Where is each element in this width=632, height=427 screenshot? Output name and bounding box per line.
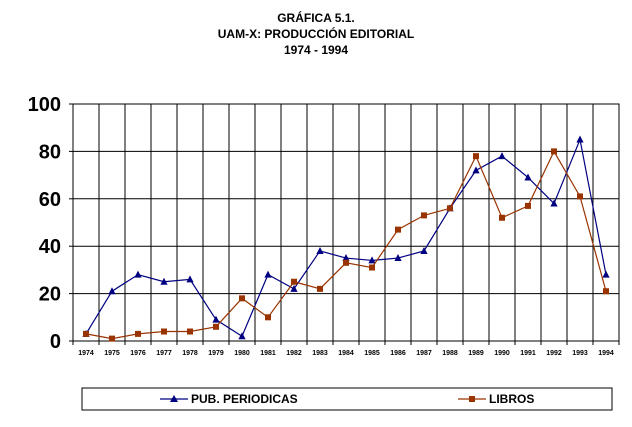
x-tick-label: 1983 bbox=[312, 350, 328, 357]
data-point-pub-periodicas bbox=[186, 275, 194, 283]
data-point-pub-periodicas bbox=[524, 173, 532, 181]
chart-title: GRÁFICA 5.1. bbox=[277, 10, 355, 25]
x-tick-label: 1986 bbox=[390, 350, 406, 357]
x-tick-label: 1975 bbox=[104, 350, 120, 357]
data-point-pub-periodicas bbox=[160, 277, 168, 285]
data-point-pub-periodicas bbox=[550, 199, 558, 207]
chart-subtitle: UAM-X: PRODUCCIÓN EDITORIAL bbox=[218, 26, 414, 41]
y-tick-label: 20 bbox=[39, 284, 61, 306]
x-tick-label: 1974 bbox=[78, 350, 94, 357]
x-tick-label: 1990 bbox=[494, 350, 510, 357]
x-tick-label: 1985 bbox=[364, 350, 380, 357]
y-axis-ticks: 0 20 40 60 80 100 bbox=[28, 94, 61, 353]
data-point-libros bbox=[577, 193, 583, 200]
legend-label-pub-periodicas: PUB. PERIODICAS bbox=[191, 392, 298, 406]
data-point-libros bbox=[421, 212, 427, 219]
data-point-libros bbox=[369, 264, 375, 271]
x-tick-label: 1992 bbox=[546, 350, 562, 357]
x-tick-label: 1989 bbox=[468, 350, 484, 357]
y-tick-label: 40 bbox=[39, 236, 61, 258]
data-point-libros bbox=[343, 259, 349, 266]
data-point-pub-periodicas bbox=[498, 152, 506, 160]
x-tick-label: 1987 bbox=[416, 350, 432, 357]
x-axis-ticks: 1974 1975 1976 1977 1978 1979 1980 1981 1982 1983… bbox=[78, 350, 614, 357]
data-point-pub-periodicas bbox=[238, 332, 246, 340]
series-layer bbox=[82, 135, 610, 342]
data-point-libros bbox=[187, 328, 193, 335]
data-point-pub-periodicas bbox=[394, 254, 402, 262]
data-point-libros bbox=[265, 314, 271, 321]
data-point-pub-periodicas bbox=[602, 270, 610, 278]
x-tick-label: 1979 bbox=[208, 350, 224, 357]
data-point-libros bbox=[499, 214, 505, 221]
x-tick-label: 1980 bbox=[234, 350, 250, 357]
data-point-libros bbox=[135, 330, 141, 337]
data-point-libros bbox=[83, 330, 89, 337]
data-point-libros bbox=[109, 335, 115, 342]
data-point-pub-periodicas bbox=[134, 270, 142, 278]
data-point-libros bbox=[525, 202, 531, 209]
data-point-pub-periodicas bbox=[420, 246, 428, 254]
data-point-pub-periodicas bbox=[472, 166, 480, 174]
legend-entry-pub-periodicas: PUB. PERIODICAS bbox=[160, 392, 298, 406]
x-tick-label: 1991 bbox=[520, 350, 536, 357]
x-tick-label: 1994 bbox=[598, 350, 614, 357]
data-point-libros bbox=[603, 288, 609, 295]
y-tick-label: 100 bbox=[28, 94, 61, 116]
data-point-pub-periodicas bbox=[264, 270, 272, 278]
data-point-libros bbox=[473, 153, 479, 160]
data-point-libros bbox=[395, 226, 401, 233]
legend-label-libros: LIBROS bbox=[489, 392, 534, 406]
x-tick-label: 1982 bbox=[286, 350, 302, 357]
data-point-pub-periodicas bbox=[342, 254, 350, 262]
x-tick-label: 1978 bbox=[182, 350, 198, 357]
x-tick-label: 1984 bbox=[338, 350, 354, 357]
x-tick-label: 1977 bbox=[156, 350, 172, 357]
data-point-libros bbox=[239, 295, 245, 302]
x-tick-label: 1993 bbox=[572, 350, 588, 357]
y-tick-label: 60 bbox=[39, 189, 61, 211]
x-tick-label: 1988 bbox=[442, 350, 458, 357]
chart-period: 1974 - 1994 bbox=[284, 43, 348, 57]
data-point-libros bbox=[213, 323, 219, 330]
data-point-libros bbox=[291, 278, 297, 285]
y-tick-label: 0 bbox=[50, 331, 61, 353]
data-point-libros bbox=[551, 148, 557, 155]
data-point-pub-periodicas bbox=[290, 284, 298, 292]
legend-box bbox=[81, 387, 613, 411]
legend-marker-triangle-icon bbox=[170, 395, 178, 402]
data-point-libros bbox=[161, 328, 167, 335]
y-tick-label: 80 bbox=[39, 141, 61, 163]
data-point-pub-periodicas bbox=[212, 315, 220, 323]
data-point-libros bbox=[317, 285, 323, 292]
data-point-pub-periodicas bbox=[368, 256, 376, 264]
data-point-pub-periodicas bbox=[108, 287, 116, 295]
data-point-libros bbox=[447, 205, 453, 212]
plot-frame bbox=[72, 103, 620, 342]
legend: PUB. PERIODICAS LIBROS bbox=[81, 387, 613, 411]
x-tick-label: 1976 bbox=[130, 350, 146, 357]
x-tick-label: 1981 bbox=[260, 350, 276, 357]
data-point-pub-periodicas bbox=[316, 246, 324, 254]
legend-marker-square-icon bbox=[469, 396, 475, 402]
legend-entry-libros: LIBROS bbox=[458, 392, 534, 406]
data-point-pub-periodicas bbox=[576, 135, 584, 143]
plot-grid bbox=[69, 103, 620, 345]
